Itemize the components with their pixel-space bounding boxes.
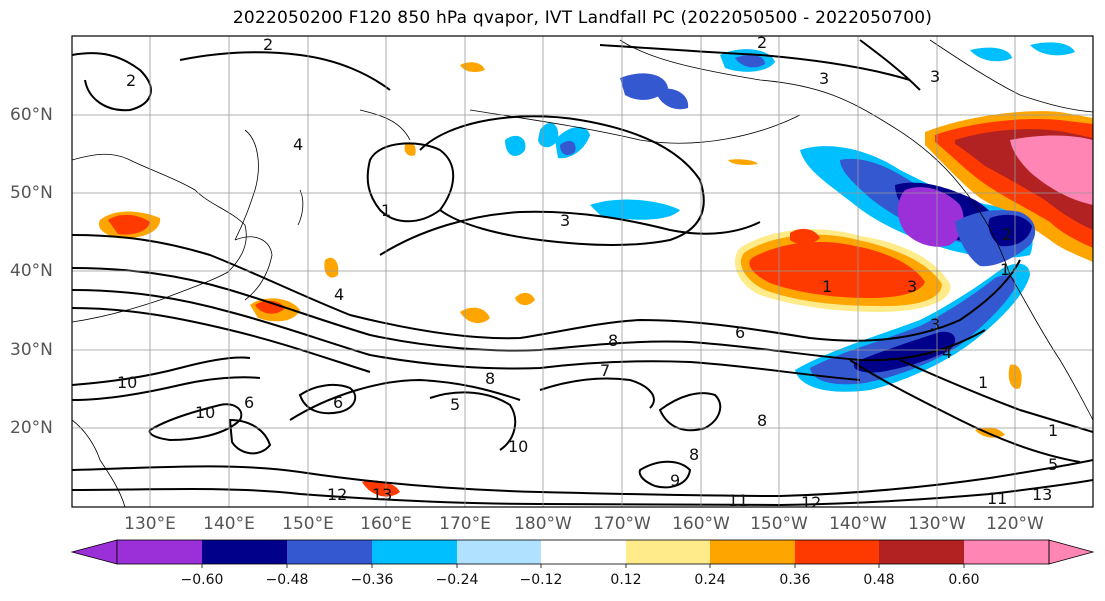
- contour-label: 3: [930, 315, 940, 334]
- lon-label: 140°E: [203, 514, 255, 534]
- map-content: 2 2 2 3 3 4 1 3 1 3 4 6 8 7 8 6 5 10 10 …: [72, 33, 1093, 512]
- contour-label: 2: [1002, 225, 1012, 244]
- positive-anomaly-western-pacific-patches: [98, 62, 1022, 497]
- contour-label: 8: [689, 445, 699, 464]
- lon-label: 150°E: [282, 514, 334, 534]
- colorbar-swatch: [710, 540, 795, 564]
- contour-label: 9: [670, 471, 680, 490]
- lat-label: 40°N: [10, 261, 53, 281]
- lon-label: 160°E: [360, 514, 412, 534]
- colorbar-tick-label: 0.60: [948, 572, 980, 588]
- contour-label: 6: [333, 393, 343, 412]
- lat-label: 50°N: [10, 183, 53, 203]
- contour-label: 2: [126, 71, 136, 90]
- contour-label: 4: [942, 343, 952, 362]
- contour-label: 2: [263, 35, 273, 54]
- contour-label: 3: [907, 277, 917, 296]
- lat-label: 20°N: [10, 418, 53, 438]
- lon-label: 150°W: [750, 514, 808, 534]
- lon-label: 160°W: [672, 514, 730, 534]
- contour-label: 8: [757, 411, 767, 430]
- colorbar-swatch: [202, 540, 287, 564]
- contour-label: 1: [1000, 260, 1010, 279]
- map-title: 2022050200 F120 850 hPa qvapor, IVT Land…: [232, 8, 933, 28]
- contour-label: 4: [293, 135, 303, 154]
- contour-label: 13: [372, 485, 392, 504]
- colorbar-swatch: [372, 540, 457, 564]
- colorbar-tick-label: −0.48: [265, 572, 309, 588]
- colorbar-low-extension: [70, 539, 118, 565]
- contour-label: 1: [978, 373, 988, 392]
- contour-label: 12: [327, 485, 347, 504]
- colorbar: [70, 539, 1095, 568]
- contour-label: 1: [381, 201, 391, 220]
- colorbar-tick-label: 0.48: [863, 572, 895, 588]
- lon-label: 170°E: [439, 514, 491, 534]
- colorbar-tick-label: 0.24: [694, 572, 726, 588]
- contour-label: 11: [987, 489, 1007, 508]
- colorbar-high-extension: [1048, 539, 1095, 565]
- contour-label: 10: [117, 373, 137, 392]
- contour-label: 13: [1032, 485, 1052, 504]
- contour-label: 12: [801, 493, 821, 512]
- colorbar-tick-label: −0.60: [180, 572, 224, 588]
- contour-label: 6: [735, 323, 745, 342]
- colorbar-swatch: [457, 540, 541, 564]
- contour-label: 3: [930, 67, 940, 86]
- colorbar-tick-label: −0.24: [435, 572, 479, 588]
- colorbar-tick-label: 0.12: [610, 572, 642, 588]
- colorbar-tick-label: −0.36: [350, 572, 394, 588]
- contour-label: 6: [244, 393, 254, 412]
- map-frame: [71, 35, 1094, 508]
- contour-label: 5: [1048, 455, 1058, 474]
- contour-label: 7: [600, 361, 610, 380]
- contour-label: 2: [757, 33, 767, 52]
- graticule: [72, 36, 1093, 507]
- colorbar-swatch: [879, 540, 964, 564]
- contour-label: 4: [334, 285, 344, 304]
- contour-label: 1: [1048, 421, 1058, 440]
- contour-label: 5: [450, 395, 460, 414]
- colorbar-swatch: [626, 540, 710, 564]
- contour-labels: 2 2 2 3 3 4 1 3 1 3 4 6 8 7 8 6 5 10 10 …: [117, 33, 1058, 512]
- colorbar-tick-label: −0.12: [519, 572, 563, 588]
- lon-label: 120°W: [986, 514, 1044, 534]
- contour-label: 8: [608, 331, 618, 350]
- contour-label: 10: [508, 437, 528, 456]
- contour-label: 3: [819, 69, 829, 88]
- lon-label: 130°W: [908, 514, 966, 534]
- positive-anomaly-northwest-america: [925, 111, 1093, 263]
- contour-label: 3: [560, 211, 570, 230]
- lat-label: 60°N: [10, 105, 53, 125]
- positive-anomaly-ne-pacific-high: [734, 228, 951, 312]
- colorbar-frame: [116, 539, 1050, 565]
- contour-label: 11: [728, 491, 748, 510]
- contour-label: 8: [485, 369, 495, 388]
- colorbar-swatch: [287, 540, 372, 564]
- colorbar-tick-label: 0.36: [779, 572, 811, 588]
- lon-label: 180°W: [514, 514, 572, 534]
- contour-label: 1: [822, 277, 832, 296]
- colorbar-swatch: [964, 540, 1049, 564]
- lat-label: 30°N: [10, 340, 53, 360]
- colorbar-swatch: [117, 540, 202, 564]
- lon-label: 140°W: [829, 514, 887, 534]
- lon-label: 130°E: [124, 514, 176, 534]
- colorbar-swatch: [795, 540, 879, 564]
- colorbar-swatch: [541, 540, 626, 564]
- lon-label: 170°W: [593, 514, 651, 534]
- contour-label: 10: [195, 403, 215, 422]
